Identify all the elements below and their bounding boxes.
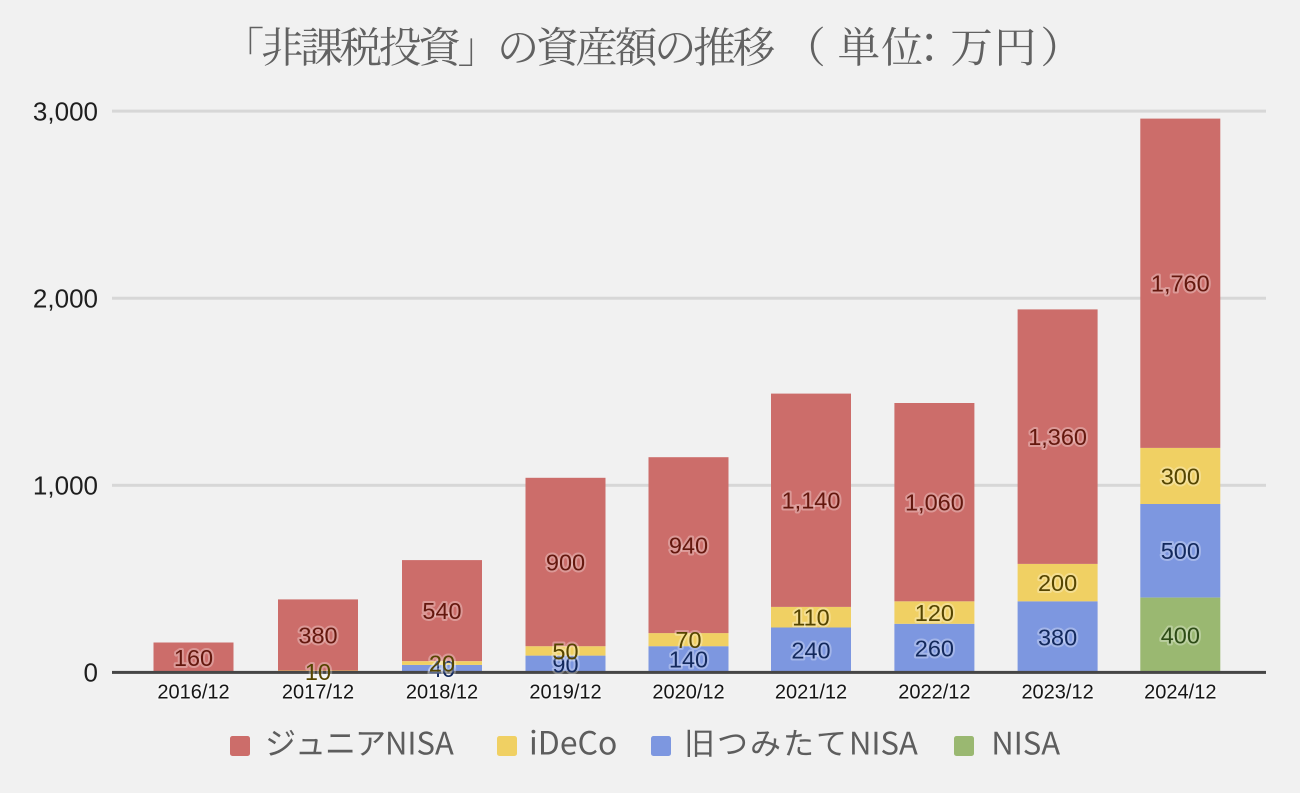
svg-text:2017/12: 2017/12: [282, 682, 354, 704]
svg-text:540: 540: [422, 598, 461, 624]
svg-text:240: 240: [791, 637, 830, 663]
svg-text:200: 200: [1038, 570, 1077, 596]
svg-text:20: 20: [429, 650, 455, 676]
svg-text:500: 500: [1161, 538, 1200, 564]
svg-text:2,000: 2,000: [33, 284, 98, 314]
svg-text:2024/12: 2024/12: [1144, 682, 1216, 704]
svg-text:900: 900: [546, 549, 585, 575]
svg-text:1,140: 1,140: [782, 488, 841, 514]
svg-text:90: 90: [552, 651, 578, 677]
svg-text:70: 70: [675, 627, 701, 653]
svg-text:380: 380: [298, 622, 337, 648]
svg-text:940: 940: [669, 533, 708, 559]
svg-text:2023/12: 2023/12: [1021, 682, 1093, 704]
svg-text:1,000: 1,000: [33, 471, 98, 501]
svg-text:110: 110: [792, 605, 829, 631]
svg-text:2022/12: 2022/12: [898, 682, 970, 704]
svg-text:50: 50: [552, 638, 578, 664]
svg-text:3,000: 3,000: [33, 96, 98, 126]
svg-text:260: 260: [915, 636, 954, 662]
svg-text:1,760: 1,760: [1151, 271, 1210, 297]
svg-text:2020/12: 2020/12: [652, 682, 724, 704]
svg-text:10: 10: [305, 659, 331, 685]
svg-text:300: 300: [1161, 463, 1200, 489]
svg-text:120: 120: [915, 600, 954, 626]
svg-text:140: 140: [669, 647, 708, 673]
svg-text:0: 0: [84, 658, 98, 688]
svg-text:160: 160: [174, 645, 213, 671]
svg-text:2016/12: 2016/12: [157, 682, 229, 704]
svg-text:2019/12: 2019/12: [529, 682, 601, 704]
svg-text:1,360: 1,360: [1028, 424, 1087, 450]
svg-text:2021/12: 2021/12: [775, 682, 847, 704]
svg-text:400: 400: [1161, 622, 1200, 648]
svg-text:2018/12: 2018/12: [406, 682, 478, 704]
svg-text:380: 380: [1038, 624, 1077, 650]
svg-text:1,060: 1,060: [905, 490, 964, 516]
svg-text:40: 40: [429, 656, 455, 682]
